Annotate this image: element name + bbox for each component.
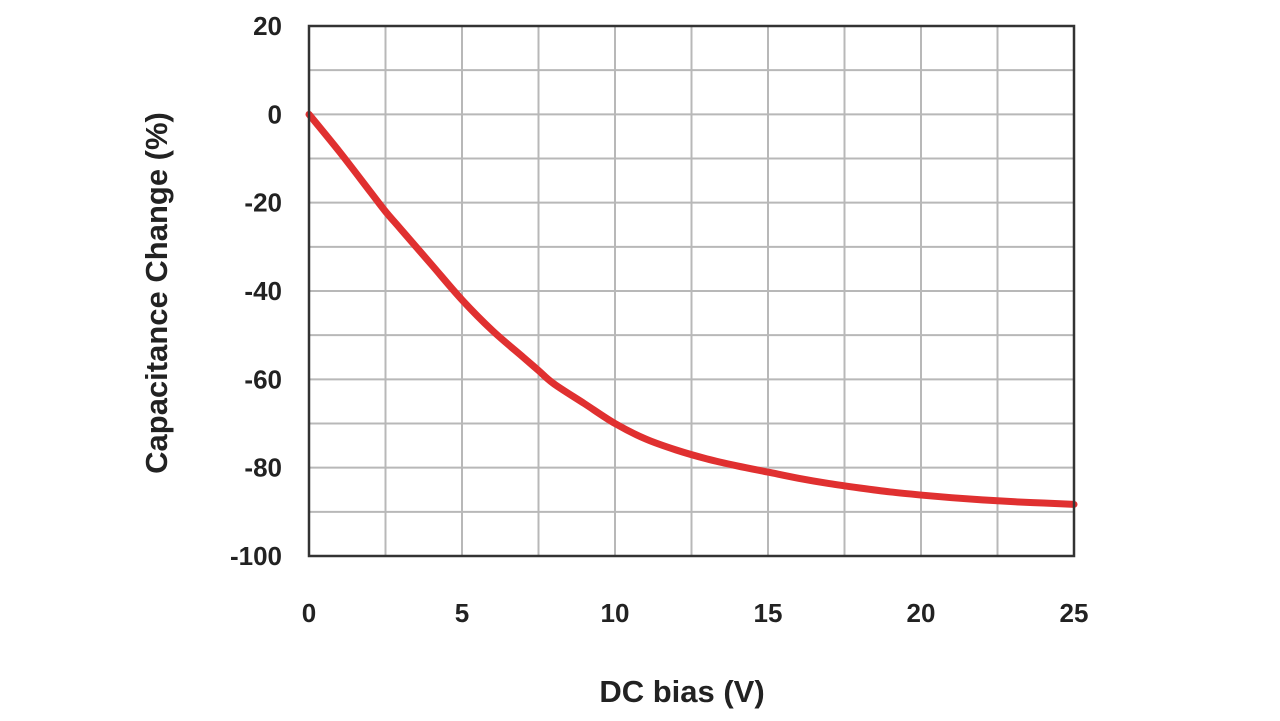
y-tick-label: 20 bbox=[253, 11, 282, 41]
y-tick-label: -40 bbox=[244, 276, 282, 306]
y-tick-label: -100 bbox=[230, 541, 282, 571]
grid bbox=[309, 26, 1074, 556]
x-tick-label: 0 bbox=[302, 598, 316, 628]
x-tick-label: 20 bbox=[907, 598, 936, 628]
series-line-0 bbox=[305, 110, 1078, 508]
x-tick-label: 25 bbox=[1060, 598, 1089, 628]
y-tick-label: -60 bbox=[244, 364, 282, 394]
series-layer bbox=[305, 110, 1078, 508]
x-tick-label: 5 bbox=[455, 598, 469, 628]
y-axis-title: Capacitance Change (%) bbox=[139, 112, 174, 474]
y-tick-label: 0 bbox=[268, 99, 282, 129]
y-tick-label: -20 bbox=[244, 188, 282, 218]
tick-labels: 0 5 10 15 20 25 20 0 -20 -40 -60 -80 -100 bbox=[230, 11, 1089, 628]
y-tick-label: -80 bbox=[244, 453, 282, 483]
x-tick-label: 15 bbox=[754, 598, 783, 628]
plot-frame bbox=[307, 24, 1076, 558]
x-axis-title: DC bias (V) bbox=[599, 674, 764, 709]
x-tick-label: 10 bbox=[601, 598, 630, 628]
